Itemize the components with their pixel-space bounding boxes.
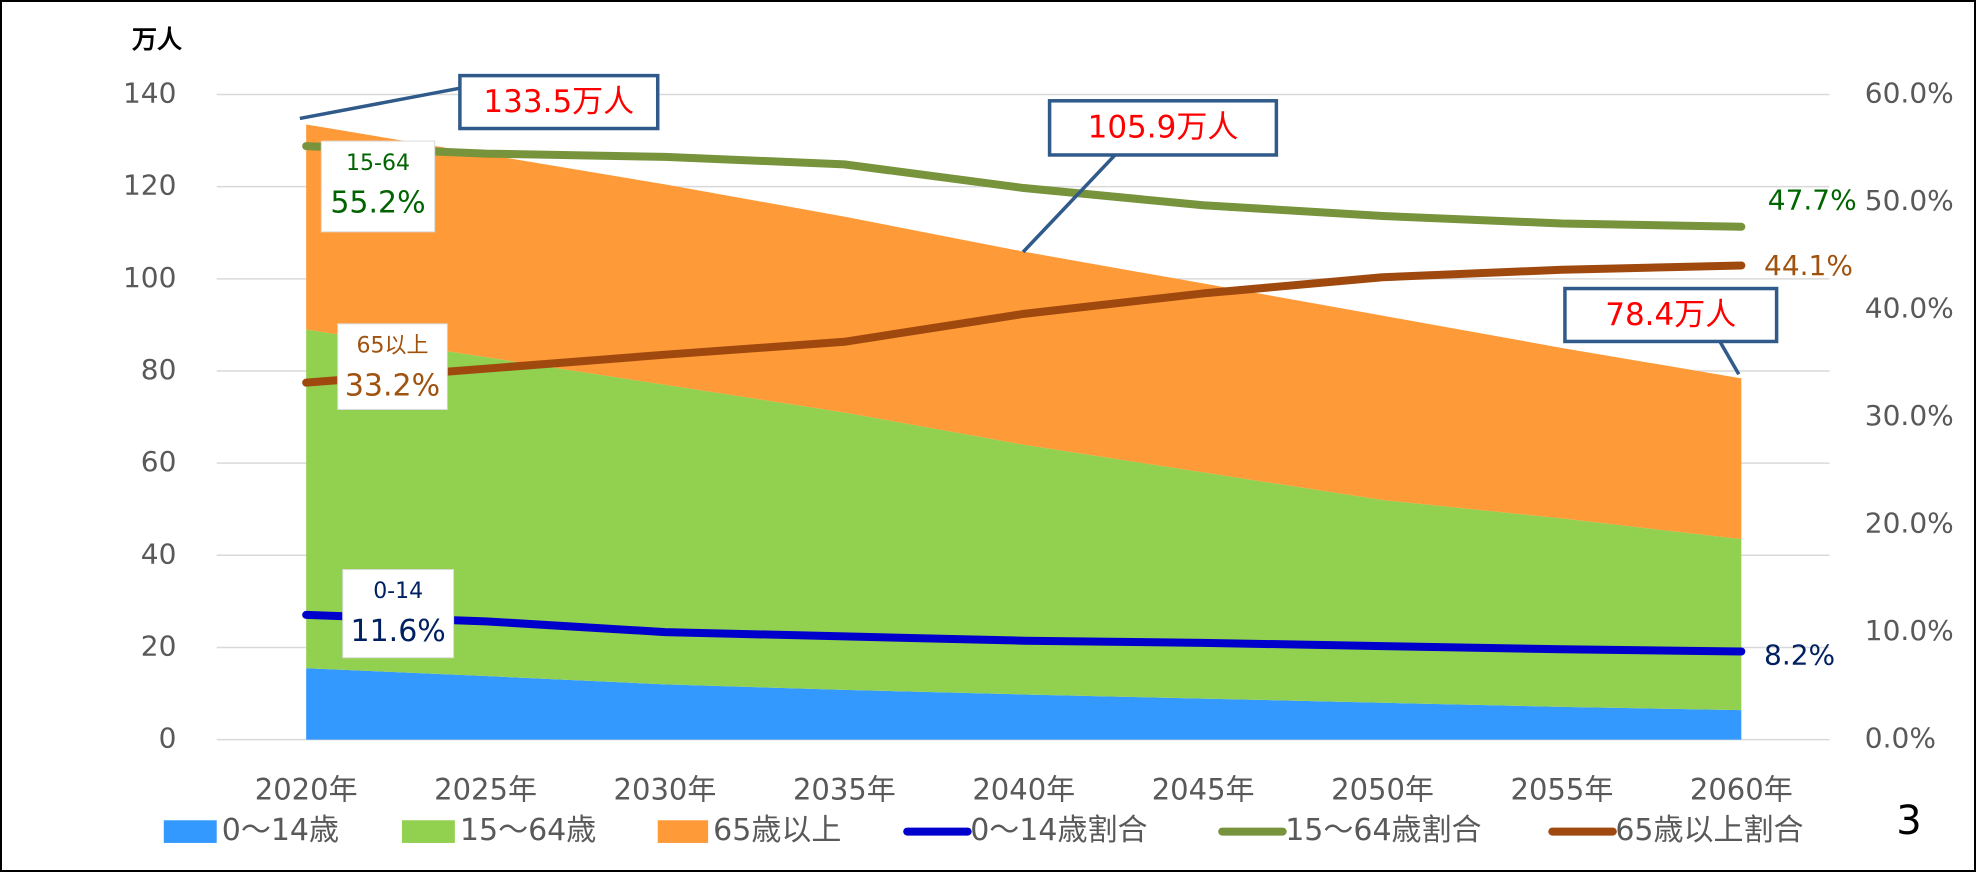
legend-label: 0～14歳割合 (970, 813, 1147, 848)
line (302, 142, 1746, 231)
data-label: 8.2% (1764, 638, 1835, 671)
annotation: 105.9万人 (1088, 110, 1239, 146)
y-tick-label: 140 (123, 77, 176, 110)
area (306, 668, 1742, 740)
y-tick-label: 0 (159, 722, 177, 755)
legend-label: 15～64歳 (460, 813, 596, 848)
legend-swatch (163, 820, 217, 843)
y2-tick-label: 0.0% (1865, 722, 1936, 755)
data-label: 44.1% (1764, 249, 1853, 282)
data-label: 11.6% (351, 614, 446, 649)
y-axis-label: 万人 (132, 25, 182, 54)
line (302, 610, 1746, 656)
y2-tick-label: 20.0% (1865, 507, 1954, 540)
y2-tick-label: 40.0% (1865, 292, 1954, 325)
label-box (337, 323, 448, 411)
line (302, 261, 1746, 387)
callout-box (1047, 99, 1279, 157)
area (306, 124, 1742, 540)
y-tick-label: 120 (123, 169, 176, 202)
x-tick-label: 2030年 (614, 772, 717, 806)
y-tick-label: 60 (141, 445, 177, 478)
legend-label: 0～14歳 (222, 813, 339, 848)
x-tick-label: 2025年 (434, 772, 537, 806)
y-tick-label: 20 (141, 629, 177, 662)
series-short-label: 15-64 (346, 151, 410, 176)
y2-tick-label: 10.0% (1865, 614, 1954, 647)
callout-leader (1718, 340, 1741, 376)
label-box (342, 569, 455, 659)
legend-label: 65歳以上割合 (1615, 813, 1803, 848)
legend-swatch (657, 820, 709, 843)
legend-swatch (401, 820, 455, 843)
x-tick-label: 2045年 (1152, 772, 1255, 806)
callout-leader (299, 86, 461, 121)
series-short-label: 65以上 (356, 334, 428, 359)
y2-tick-label: 50.0% (1865, 184, 1954, 217)
data-label: 55.2% (330, 186, 425, 221)
y2-tick-label: 60.0% (1865, 77, 1954, 110)
x-tick-label: 2050年 (1331, 772, 1434, 806)
annotation: 133.5万人 (483, 84, 634, 120)
data-label: 33.2% (345, 368, 440, 403)
y-tick-label: 80 (141, 353, 177, 386)
y2-tick-label: 30.0% (1865, 399, 1954, 432)
x-tick-label: 2040年 (972, 772, 1075, 806)
callout-box (1563, 286, 1779, 344)
y-tick-label: 40 (141, 537, 177, 570)
annotation: 78.4万人 (1605, 297, 1736, 333)
x-tick-label: 2060年 (1690, 772, 1793, 806)
page-number: 3 (1896, 798, 1921, 844)
data-label: 47.7% (1768, 184, 1857, 217)
area (306, 329, 1742, 711)
x-tick-label: 2055年 (1511, 772, 1614, 806)
y-tick-label: 100 (123, 261, 176, 294)
callout-box (458, 73, 660, 131)
x-tick-label: 2035年 (793, 772, 896, 806)
label-box (320, 140, 436, 233)
series-short-label: 0-14 (373, 579, 423, 604)
x-tick-label: 2020年 (255, 772, 358, 806)
legend-label: 15～64歳割合 (1285, 813, 1481, 848)
callout-leader (1021, 153, 1117, 254)
legend-label: 65歳以上 (713, 813, 841, 848)
